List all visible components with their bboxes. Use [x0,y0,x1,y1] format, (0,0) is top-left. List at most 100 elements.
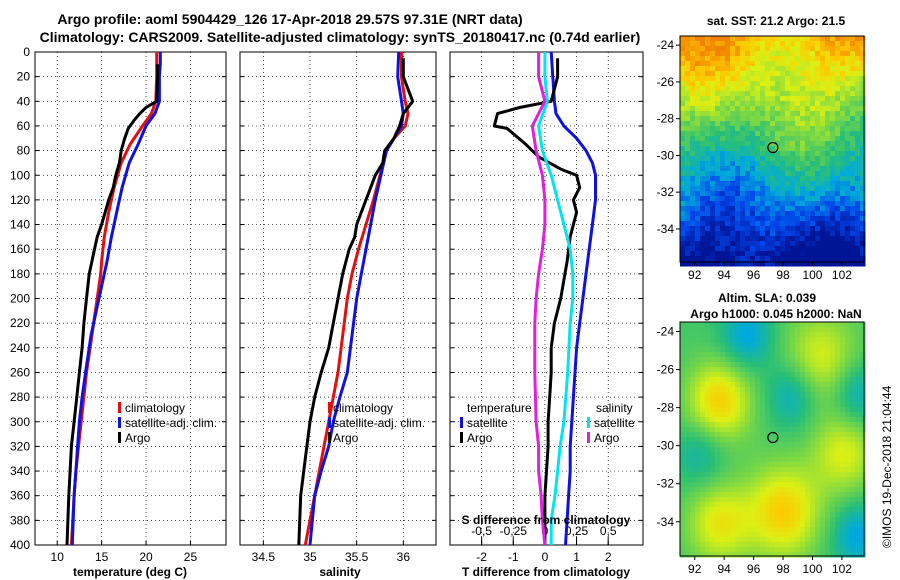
map-cell [845,241,851,247]
map-cell [805,246,811,252]
map-cell [735,241,741,247]
map-cell [680,527,686,533]
map-cell [715,542,721,548]
map-cell [705,131,711,137]
map-cell [775,477,781,483]
map-cell [770,151,776,157]
map-cell [735,236,741,242]
map-cell [790,512,796,518]
y-tick-label: 180 [10,267,30,281]
map-cell [770,412,776,418]
map-cell [800,231,806,237]
map-cell [840,467,846,473]
map-cell [715,442,721,448]
map-cell [680,76,686,82]
map-cell [790,236,796,242]
map-cell [775,367,781,373]
map-cell [790,412,796,418]
map-cell [755,362,761,368]
y-tick-label: 360 [10,489,30,503]
map-cell [810,156,816,162]
map-cell [745,432,751,438]
map-cell [680,161,686,167]
map-cell [790,362,796,368]
map-cell [715,357,721,363]
map-cell [765,512,771,518]
map-cell [800,236,806,242]
map-cell [715,241,721,247]
map-cell [780,191,786,197]
map-cell [705,141,711,147]
map-cell [860,452,866,458]
map-cell [785,61,791,67]
map-cell [680,146,686,152]
map-cell [775,387,781,393]
map-cell [750,61,756,67]
map-cell [805,106,811,112]
map-cell [850,382,856,388]
map-cell [740,201,746,207]
map-cell [785,76,791,82]
map-cell [850,542,856,548]
map-cell [690,447,696,453]
map-cell [710,186,716,192]
map-cell [780,66,786,72]
map-cell [760,482,766,488]
map-cell [820,211,826,217]
map-cell [775,186,781,192]
map-cell [750,76,756,82]
map-cell [790,447,796,453]
map-cell [685,492,691,498]
map-cell [805,447,811,453]
map-cell [755,261,761,267]
map-cell [825,201,831,207]
map-cell [715,507,721,513]
map-cell [860,221,866,227]
map-cell [855,457,861,463]
map-cell [710,116,716,122]
map-cell [810,352,816,358]
map-cell [820,36,826,42]
map-cell [805,467,811,473]
map-cell [710,392,716,398]
map-cell [815,221,821,227]
map-cell [855,46,861,52]
map-cell [850,407,856,413]
map-cell [830,367,836,373]
map-cell [690,166,696,172]
map-cell [800,387,806,393]
map-cell [745,156,751,162]
map-cell [700,497,706,503]
map-cell [810,201,816,207]
map-cell [800,482,806,488]
map-cell [850,477,856,483]
map-cell [790,256,796,262]
map-cell [855,417,861,423]
map-cell [795,51,801,57]
map-cell [810,372,816,378]
map-cell [840,522,846,528]
map-cell [715,96,721,102]
map-cell [800,241,806,247]
map-cell [740,397,746,403]
map-cell [835,86,841,92]
map-cell [725,527,731,533]
map-cell [850,362,856,368]
map-cell [730,151,736,157]
map-cell [825,452,831,458]
map-cell [790,146,796,152]
map-cell [790,382,796,388]
plot-frame [34,51,227,546]
map-cell [810,537,816,543]
map-cell [770,161,776,167]
map-cell [695,96,701,102]
map-cell [745,51,751,57]
map-cell [780,221,786,227]
map-cell [775,447,781,453]
map-cell [740,256,746,262]
map-cell [715,522,721,528]
map-cell [795,437,801,443]
map-cell [720,387,726,393]
map-cell [765,522,771,528]
map-cell [690,342,696,348]
